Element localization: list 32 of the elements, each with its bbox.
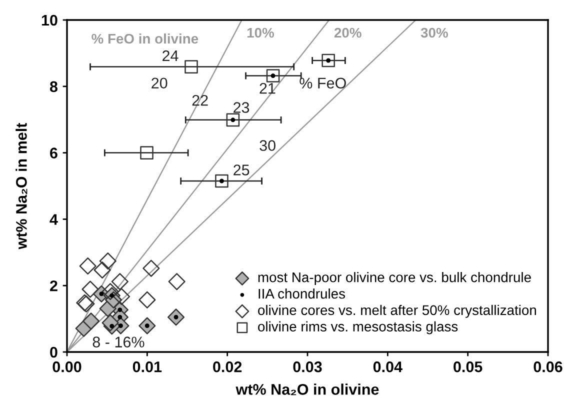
annotation: 21 xyxy=(260,82,276,94)
y-tick-label: 6 xyxy=(50,148,58,158)
legend-label: most Na-poor olivine core vs. bulk chondrule xyxy=(258,272,531,285)
series-label: 10% xyxy=(247,28,274,38)
annotation: 20 xyxy=(152,78,168,89)
x-tick-label: 0.00 xyxy=(52,361,82,372)
y-tick-label: 10 xyxy=(42,14,58,26)
x-tick-label: 0.03 xyxy=(293,361,322,372)
legend-label: olivine cores vs. melt after 50% crystallization xyxy=(258,304,536,318)
x-tick-label: 0.05 xyxy=(454,361,482,372)
y-axis-title: wt% Na₂O in melt xyxy=(16,122,28,250)
annotation: 8 - 16% xyxy=(92,336,144,348)
y-tick-label: 0 xyxy=(50,346,58,358)
x-tick-label: 0.04 xyxy=(373,361,402,372)
x-tick-label: 0.01 xyxy=(132,361,162,372)
y-tick-label: 2 xyxy=(50,280,58,292)
legend-label: IIA chondrules xyxy=(258,288,345,299)
y-tick-label: 4 xyxy=(50,214,58,225)
annotation: 22 xyxy=(192,94,208,106)
annotation: 30 xyxy=(260,140,276,151)
x-axis-title: wt% Na₂O in olivine xyxy=(236,384,379,396)
annotation: 24 xyxy=(162,50,178,62)
annotation: % FeO xyxy=(300,78,346,89)
y-tick-label: 8 xyxy=(50,81,58,92)
x-tick-label: 0.06 xyxy=(534,361,562,372)
annotation: 23 xyxy=(234,102,250,113)
x-tick-label: 0.02 xyxy=(213,361,242,372)
annotation: 25 xyxy=(234,164,250,176)
series-label: 20% xyxy=(334,28,362,38)
legend-label: olivine rims vs. mesostasis glass xyxy=(258,321,458,334)
annotation: % FeO in olivine xyxy=(92,33,198,44)
series-label: 30% xyxy=(420,28,448,38)
